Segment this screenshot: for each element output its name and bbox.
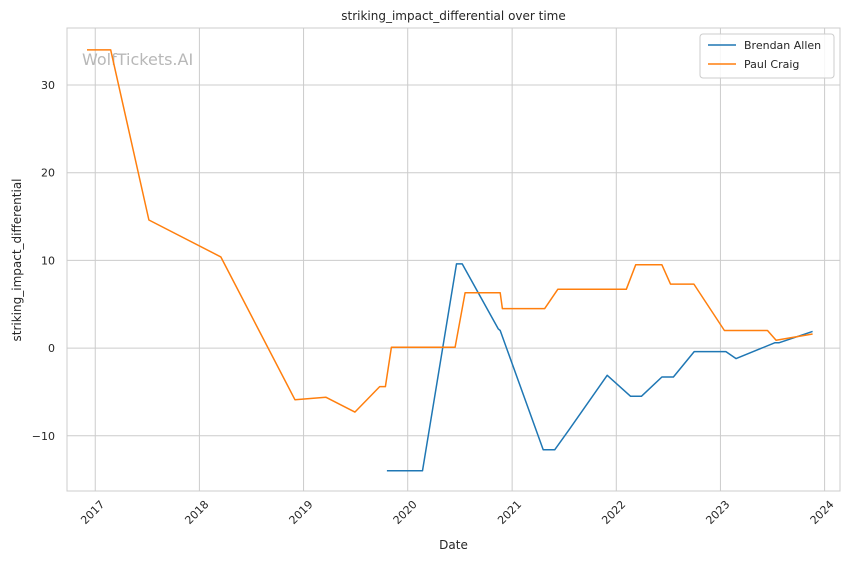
y-tick-label: 30	[41, 79, 55, 92]
legend-label-paul-craig: Paul Craig	[744, 58, 799, 71]
chart-title: striking_impact_differential over time	[341, 9, 566, 23]
watermark-text: WolfTickets.AI	[82, 50, 193, 69]
plot-frame	[66, 27, 841, 492]
series-line-brendan-allen	[386, 263, 813, 472]
y-tick-label: 10	[41, 254, 55, 267]
y-tick-label: 20	[41, 167, 55, 180]
x-axis-label: Date	[439, 538, 468, 552]
series-lines	[87, 49, 813, 472]
y-tick-label: 0	[48, 342, 55, 355]
grid	[67, 28, 840, 491]
legend-label-brendan-allen: Brendan Allen	[744, 39, 821, 52]
y-tick-label: −10	[32, 430, 55, 443]
legend: Brendan Allen Paul Craig	[699, 33, 835, 79]
y-axis-label: striking_impact_differential	[10, 178, 24, 341]
series-line-paul-craig	[87, 49, 813, 413]
